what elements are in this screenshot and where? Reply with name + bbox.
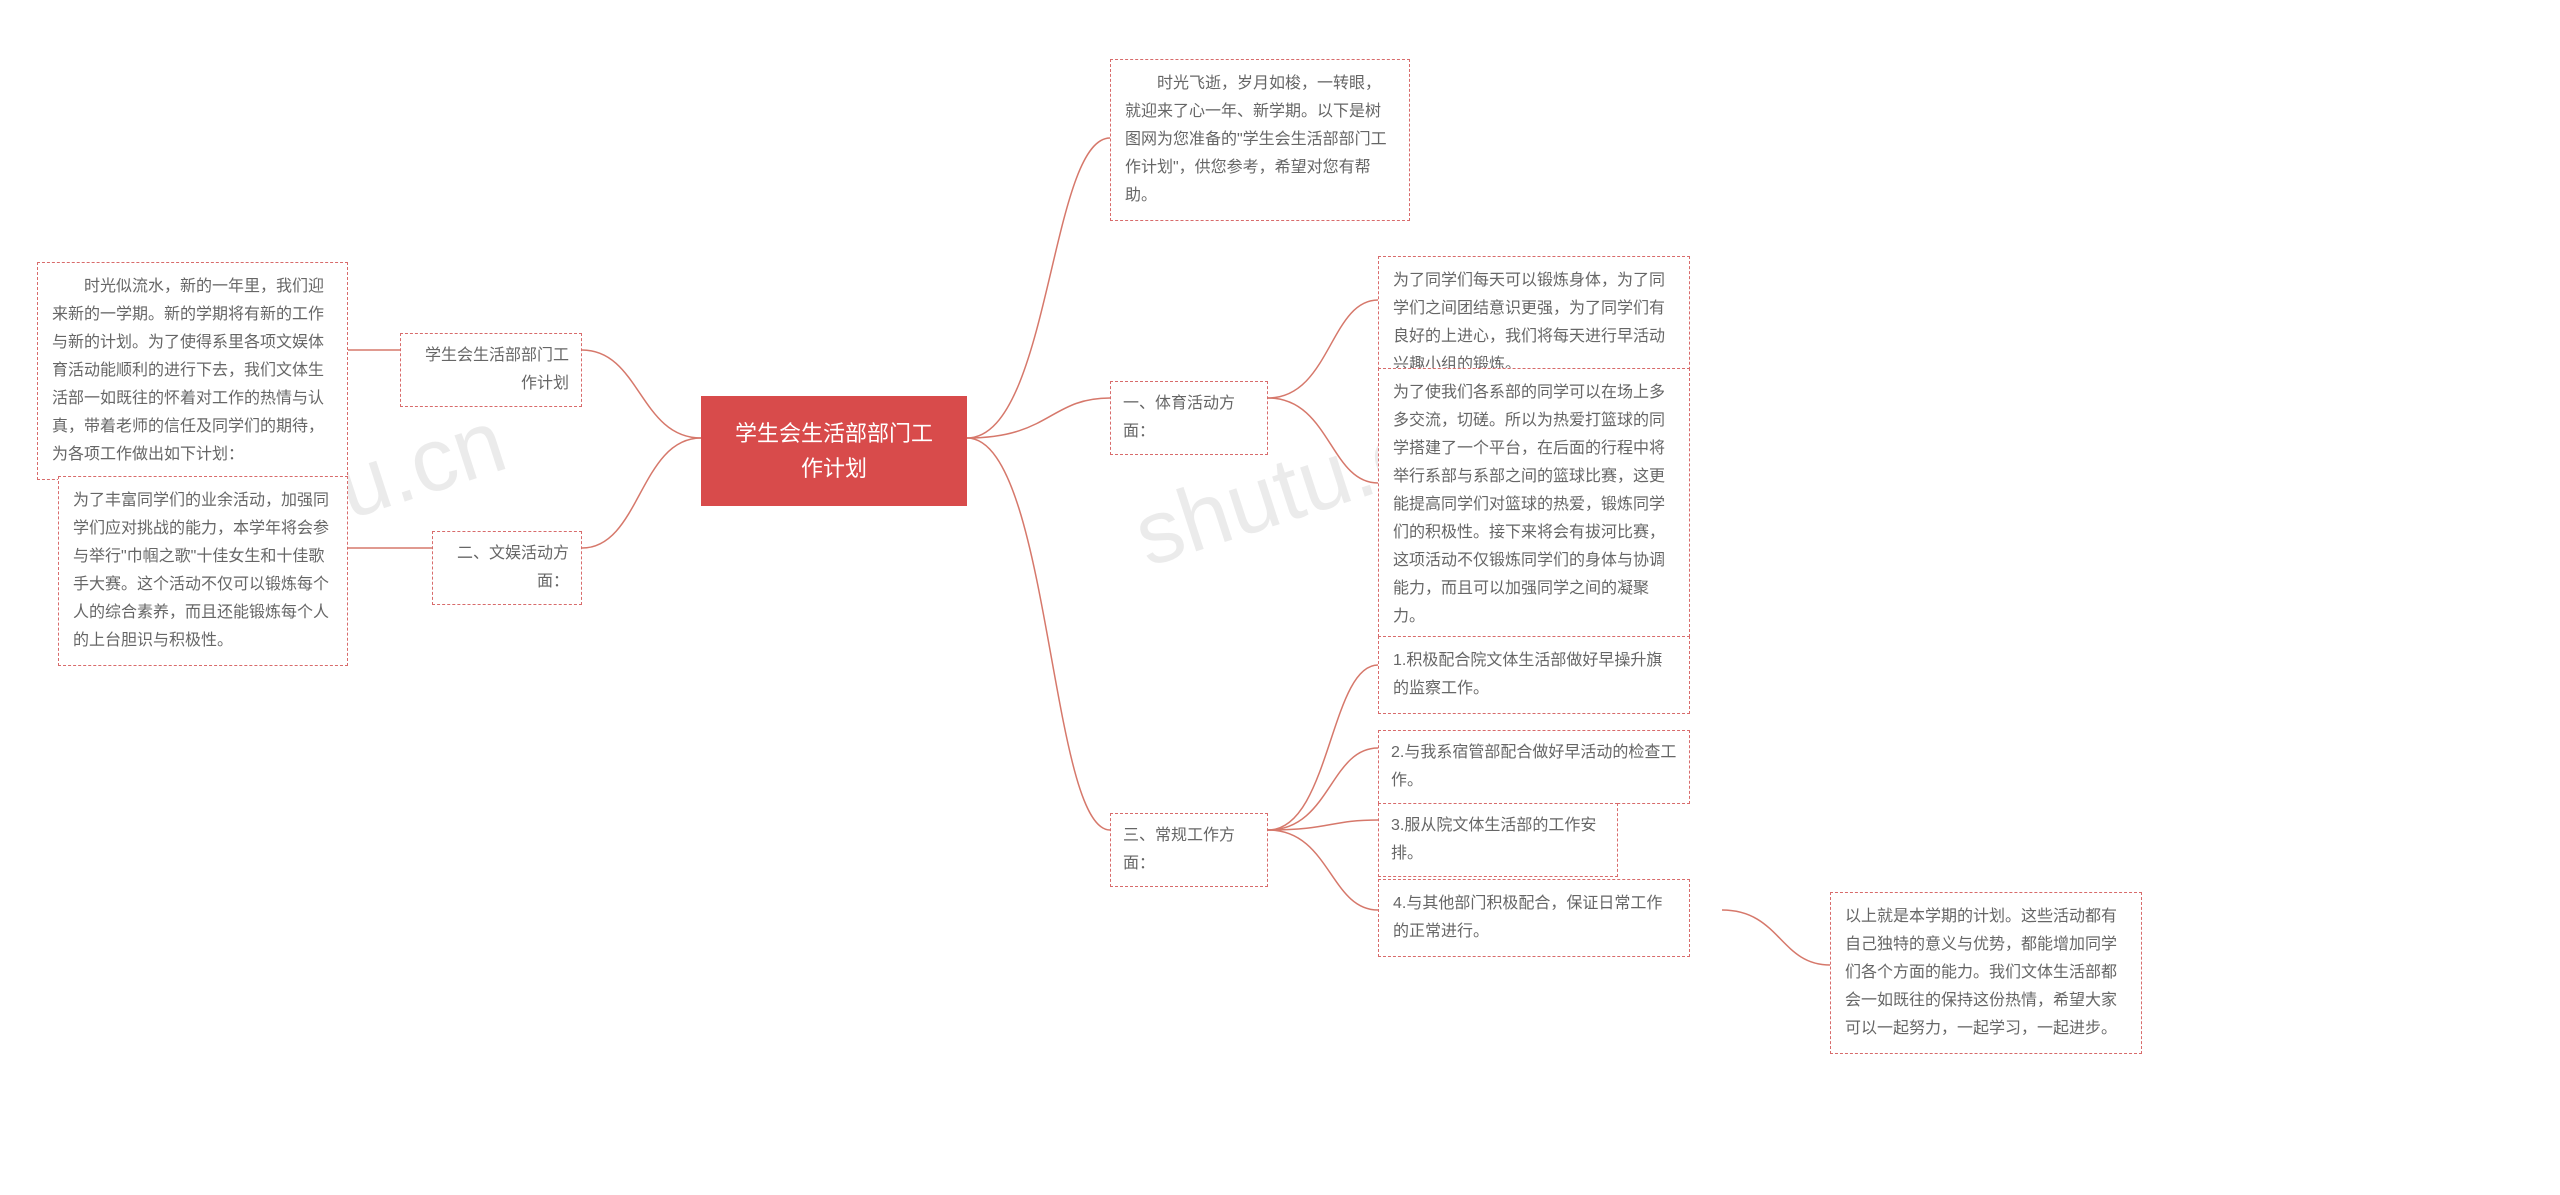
left-branch-2: 二、文娱活动方面： bbox=[432, 531, 582, 605]
left-branch-1: 学生会生活部部门工作计划 bbox=[400, 333, 582, 407]
right-intro: 时光飞逝，岁月如梭，一转眼，就迎来了心一年、新学期。以下是树图网为您准备的"学生… bbox=[1110, 59, 1410, 221]
root-node: 学生会生活部部门工作计划 bbox=[701, 396, 967, 506]
right-branch-1: 一、体育活动方面： bbox=[1110, 381, 1268, 455]
right-branch-1-child-2: 为了使我们各系部的同学可以在场上多多交流，切磋。所以为热爱打篮球的同学搭建了一个… bbox=[1378, 368, 1690, 642]
right-branch-3-child-2: 2.与我系宿管部配合做好早活动的检查工作。 bbox=[1378, 730, 1690, 804]
right-branch-3-child-4-ext: 以上就是本学期的计划。这些活动都有自己独特的意义与优势，都能增加同学们各个方面的… bbox=[1830, 892, 2142, 1054]
left-branch-1-child: 时光似流水，新的一年里，我们迎来新的一学期。新的学期将有新的工作与新的计划。为了… bbox=[37, 262, 348, 480]
right-branch-3-child-4: 4.与其他部门积极配合，保证日常工作的正常进行。 bbox=[1378, 879, 1690, 957]
right-branch-3: 三、常规工作方面： bbox=[1110, 813, 1268, 887]
right-branch-3-child-1: 1.积极配合院文体生活部做好早操升旗的监察工作。 bbox=[1378, 636, 1690, 714]
left-branch-2-child: 为了丰富同学们的业余活动，加强同学们应对挑战的能力，本学年将会参与举行"巾帼之歌… bbox=[58, 476, 348, 666]
right-branch-3-child-3: 3.服从院文体生活部的工作安排。 bbox=[1378, 803, 1618, 877]
